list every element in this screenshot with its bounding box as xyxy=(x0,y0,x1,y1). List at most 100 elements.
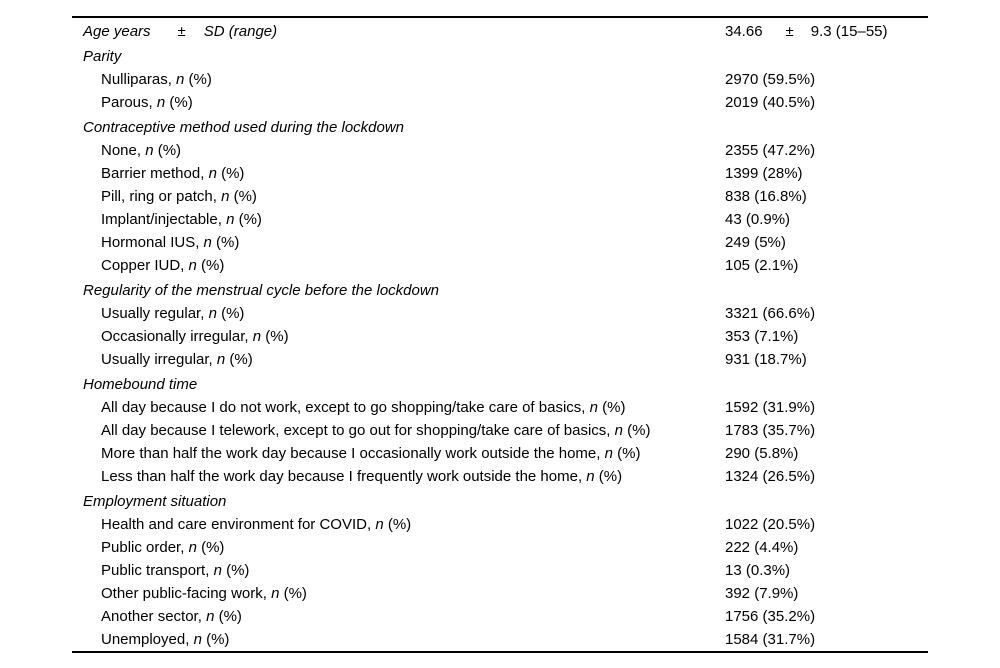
table-row: Nulliparas, n (%) 2970 (59.5%) xyxy=(72,68,928,91)
item-percent-suffix: (%) xyxy=(279,585,307,602)
item-percent-suffix: (%) xyxy=(597,399,626,416)
item-label-text: Other public-facing work xyxy=(101,585,263,602)
stat-label-part: SD (range) xyxy=(203,23,278,40)
row-label: Occasionally irregular, n (%) xyxy=(72,328,725,345)
item-n-symbol: n xyxy=(216,351,226,368)
row-label: Nulliparas, n (%) xyxy=(72,71,725,88)
item-comma: , xyxy=(148,94,157,111)
table-row: Usually irregular, n (%) 931 (18.7%) xyxy=(72,348,928,371)
table-row: Parity xyxy=(72,45,928,68)
item-n-symbol: n xyxy=(589,399,598,416)
table-row: Pill, ring or patch, n (%) 838 (16.8%) xyxy=(72,185,928,208)
item-n-symbol: n xyxy=(375,516,384,533)
item-label-text: Copper IUD xyxy=(101,257,181,274)
item-percent-suffix: (%) xyxy=(225,351,253,368)
item-percent-suffix: (%) xyxy=(234,211,262,228)
row-label: Contraceptive method used during the loc… xyxy=(83,119,405,136)
row-label: All day because I telework, except to go… xyxy=(72,422,725,439)
row-value: 931 (18.7%) xyxy=(725,351,807,368)
item-comma: , xyxy=(195,234,204,251)
table-row: Unemployed, n (%) 1584 (31.7%) xyxy=(72,628,928,651)
table-row: Public order, n (%) 222 (4.4%) xyxy=(72,536,928,559)
row-value: 222 (4.4%) xyxy=(725,539,799,556)
table-row: Contraceptive method used during the loc… xyxy=(72,116,928,139)
row-value: 838 (16.8%) xyxy=(725,188,807,205)
item-n-symbol: n xyxy=(145,142,154,159)
item-label-text: All day because I telework, except to go… xyxy=(101,422,607,439)
row-value: 1324 (26.5%) xyxy=(725,468,816,485)
item-n-symbol: n xyxy=(176,71,185,88)
table-row: Parous, n (%) 2019 (40.5%) xyxy=(72,91,928,114)
item-n-symbol: n xyxy=(156,94,166,111)
item-percent-suffix: (%) xyxy=(211,234,240,251)
table-row: More than half the work day because I oc… xyxy=(72,442,928,465)
table-row: Public transport, n (%) 13 (0.3%) xyxy=(72,559,928,582)
row-value: 2970 (59.5%) xyxy=(725,71,816,88)
item-label-text: Usually irregular xyxy=(101,351,209,368)
row-value: 1783 (35.7%) xyxy=(725,422,816,439)
row-value: 1399 (28%) xyxy=(725,165,803,182)
table-row: Employment situation xyxy=(72,490,928,513)
item-comma: , xyxy=(200,165,209,182)
row-label: Hormonal IUS, n (%) xyxy=(72,234,725,251)
item-comma: , xyxy=(581,399,590,416)
row-label: Homebound time xyxy=(83,376,198,393)
row-label: Public order, n (%) xyxy=(72,539,725,556)
item-n-symbol: n xyxy=(604,445,613,462)
item-percent-suffix: (%) xyxy=(221,562,250,579)
row-label: Usually irregular, n (%) xyxy=(72,351,725,368)
stat-value-part: ± xyxy=(785,23,794,40)
item-n-symbol: n xyxy=(208,165,217,182)
row-value: 2019 (40.5%) xyxy=(725,94,816,111)
row-label: Pill, ring or patch, n (%) xyxy=(72,188,725,205)
item-n-symbol: n xyxy=(271,585,280,602)
item-n-symbol: n xyxy=(213,562,222,579)
row-label: Less than half the work day because I fr… xyxy=(72,468,725,485)
item-comma: , xyxy=(606,422,615,439)
item-percent-suffix: (%) xyxy=(261,328,289,345)
item-label-text: Parous xyxy=(101,94,149,111)
item-label-text: Nulliparas xyxy=(101,71,168,88)
item-n-symbol: n xyxy=(208,305,217,322)
item-n-symbol: n xyxy=(252,328,262,345)
row-value: 1756 (35.2%) xyxy=(725,608,816,625)
item-comma: , xyxy=(244,328,253,345)
item-label-text: Pill, ring or patch xyxy=(101,188,213,205)
item-label-text: Unemployed xyxy=(101,631,186,648)
item-label-text: All day because I do not work, except to… xyxy=(101,399,582,416)
row-label: Unemployed, n (%) xyxy=(72,631,725,648)
item-percent-suffix: (%) xyxy=(622,422,651,439)
row-label: Other public-facing work, n (%) xyxy=(72,585,725,602)
item-n-symbol: n xyxy=(614,422,623,439)
row-value: 290 (5.8%) xyxy=(725,445,799,462)
demographics-table: Age years ± SD (range) 34.66 ±9.3 (15–55) Par… xyxy=(72,16,928,653)
item-comma: , xyxy=(136,142,146,159)
item-comma: , xyxy=(205,562,214,579)
row-label: Parity xyxy=(83,48,122,65)
item-percent-suffix: (%) xyxy=(229,188,257,205)
item-label-text: Public order xyxy=(101,539,181,556)
row-label: Implant/injectable, n (%) xyxy=(72,211,725,228)
row-value: 1584 (31.7%) xyxy=(725,631,816,648)
row-value: 3321 (66.6%) xyxy=(725,305,816,322)
item-percent-suffix: (%) xyxy=(196,257,225,274)
item-percent-suffix: (%) xyxy=(216,305,245,322)
row-label: Parous, n (%) xyxy=(72,94,725,111)
item-percent-suffix: (%) xyxy=(612,445,641,462)
item-comma: , xyxy=(217,211,227,228)
row-label: More than half the work day because I oc… xyxy=(72,445,725,462)
item-comma: , xyxy=(180,539,189,556)
row-label: Health and care environment for COVID, n… xyxy=(72,516,725,533)
table-row: Health and care environment for COVID, n… xyxy=(72,513,928,536)
row-label: Usually regular, n (%) xyxy=(72,305,725,322)
item-comma: , xyxy=(167,71,177,88)
table-rows: Age years ± SD (range) 34.66 ±9.3 (15–55) Par… xyxy=(72,20,928,651)
stat-value-part: 34.66 xyxy=(725,23,763,40)
row-label: Age years ± SD (range) xyxy=(72,23,725,40)
item-n-symbol: n xyxy=(206,608,215,625)
row-label: Employment situation xyxy=(83,493,227,510)
row-value: 1592 (31.9%) xyxy=(725,399,816,416)
row-label: Public transport, n (%) xyxy=(72,562,725,579)
row-label: None, n (%) xyxy=(72,142,725,159)
row-label: Another sector, n (%) xyxy=(72,608,725,625)
